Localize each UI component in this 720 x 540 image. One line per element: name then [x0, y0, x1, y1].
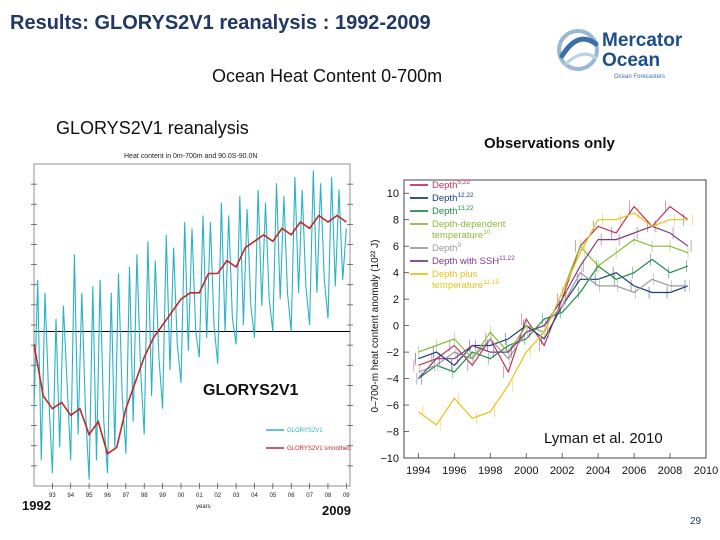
obs-y-tick-label: 4	[393, 268, 399, 280]
glorys-series-line-1	[33, 170, 347, 480]
left-panel-heading: GLORYS2V1 reanalysis	[56, 118, 249, 138]
glorys-x-tick-label: 03	[233, 493, 240, 499]
obs-y-tick-label: −10	[380, 453, 399, 465]
glorys-ohc-chart: Heat content in 0m-700m and 90.0S-90.0N …	[14, 146, 358, 516]
glorys-x-tick-label: 97	[123, 493, 130, 499]
obs-legend-label: Depth plus	[432, 269, 478, 280]
glorys-x-tick-label: 99	[159, 493, 166, 499]
obs-y-tick-label: −2	[386, 347, 399, 359]
start-year-label: 1992	[22, 498, 51, 513]
obs-x-tick-label: 2002	[550, 465, 574, 477]
obs-x-tick-label: 1994	[406, 465, 430, 477]
mercator-ocean-logo: Mercator Ocean Ocean Forecasters	[557, 29, 683, 80]
obs-legend-label: Depth9	[432, 242, 461, 254]
glorys-overlay-label: GLORYS2V1	[203, 382, 299, 399]
glorys-x-axis-label: years	[196, 504, 211, 510]
slide-title: Results: GLORYS2V1 reanalysis : 1992-200…	[10, 12, 431, 34]
obs-legend-label-line: Depth plus	[432, 269, 478, 280]
obs-legend-label: temperature10	[432, 229, 491, 241]
obs-legend-label: Depth-dependent	[432, 219, 506, 230]
obs-y-tick-label: 6	[393, 241, 399, 253]
glorys-x-tick-label: 93	[49, 493, 56, 499]
page-number: 29	[690, 516, 702, 527]
end-year-label: 2009	[322, 503, 351, 518]
obs-legend-ref: 11,22	[499, 255, 515, 262]
obs-x-tick-label: 2008	[658, 465, 682, 477]
obs-series-line-5	[418, 271, 688, 373]
obs-legend-label-line: Depth-dependent	[432, 219, 506, 230]
glorys-x-tick-label: 95	[86, 493, 93, 499]
slide-subtitle: Ocean Heat Content 0-700m	[212, 66, 443, 86]
obs-legend-label: Depth with SSH11,22	[432, 255, 515, 267]
glorys-x-tick-label: 96	[104, 493, 111, 499]
globe-swirl-icon	[557, 29, 599, 71]
obs-legend-ref: 11,15	[483, 279, 499, 286]
obs-legend-ref: 9	[457, 242, 461, 249]
obs-y-tick-label: 0	[393, 321, 399, 333]
legend-label-monthly: GLORYS2V1	[287, 428, 323, 434]
obs-y-axis-label: 0–700-m heat content anomaly (10²² J)	[370, 240, 381, 413]
obs-x-tick-label: 1996	[442, 465, 466, 477]
obs-y-tick-label: −6	[386, 400, 399, 412]
glorys-x-tick-label: 00	[178, 493, 185, 499]
obs-legend-ref: 13,22	[457, 205, 474, 212]
glorys-x-tick-label: 04	[251, 493, 258, 499]
logo-line1: Mercator	[602, 30, 683, 51]
obs-x-tick-label: 2010	[694, 465, 718, 477]
obs-legend-label-line: temperature	[432, 230, 483, 241]
glorys-x-tick-label: 09	[343, 493, 350, 499]
obs-legend-label: temperature11,15	[432, 279, 499, 291]
obs-x-tick-label: 1998	[478, 465, 502, 477]
logo-tagline: Ocean Forecasters	[614, 74, 665, 80]
obs-x-tick-label: 2006	[622, 465, 646, 477]
glorys-x-tick-label: 07	[306, 493, 313, 499]
glorys-x-tick-label: 01	[196, 493, 203, 499]
obs-plot-frame	[403, 179, 707, 459]
legend-label-smoothed: GLORYS2V1 smoothed	[287, 446, 351, 452]
glorys-series-line-2	[33, 214, 347, 456]
obs-y-tick-label: −8	[386, 427, 399, 439]
obs-x-tick-label: 2004	[586, 465, 610, 477]
obs-legend-ref: 5,22	[457, 179, 470, 186]
obs-series-line-7	[418, 212, 688, 426]
glorys-x-tick-label: 08	[325, 493, 332, 499]
glorys-x-tick-label: 94	[67, 493, 74, 499]
glorys-x-tick-label: 02	[214, 493, 221, 499]
glorys-chart-title: Heat content in 0m-700m and 90.0S-90.0N	[124, 153, 257, 160]
glorys-x-tick-label: 05	[269, 493, 276, 499]
glorys-x-tick-label: 06	[288, 493, 295, 499]
glorys-x-tick-label: 98	[141, 493, 148, 499]
obs-legend-ref: 12,22	[457, 192, 474, 199]
obs-y-tick-label: 2	[393, 294, 399, 306]
obs-legend-label-line: temperature	[432, 280, 483, 291]
obs-y-tick-label: 10	[387, 188, 399, 200]
observations-ohc-chart: 0–700-m heat content anomaly (10²² J) −1…	[362, 156, 720, 486]
obs-x-tick-label: 2000	[514, 465, 538, 477]
lyman-credit: Lyman et al. 2010	[544, 430, 663, 447]
obs-y-tick-label: −4	[386, 374, 399, 386]
obs-y-tick-label: 8	[393, 215, 399, 227]
logo-line2: Ocean	[602, 50, 660, 71]
right-panel-heading: Observations only	[484, 135, 615, 152]
obs-legend-ref: 10	[483, 229, 491, 236]
